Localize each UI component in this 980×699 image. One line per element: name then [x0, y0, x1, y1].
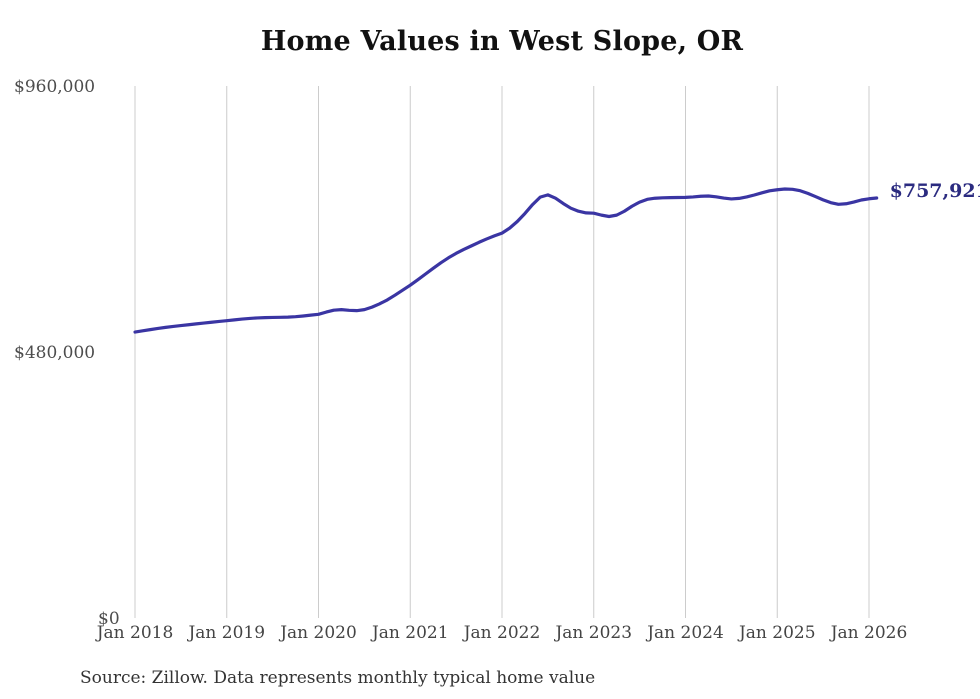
x-axis-tick-label: Jan 2020: [280, 623, 357, 643]
y-axis-tick-label: $0: [98, 609, 120, 629]
x-axis-tick-label: Jan 2018: [96, 623, 174, 643]
source-note: Source: Zillow. Data represents monthly …: [80, 668, 596, 688]
chart-title: Home Values in West Slope, OR: [260, 26, 744, 57]
x-axis-tick-label: Jan 2022: [463, 623, 541, 643]
latest-value-label: $757,921: [889, 179, 980, 202]
y-axis-tick-label: $480,000: [14, 343, 96, 363]
x-axis-tick-label: Jan 2023: [555, 623, 633, 643]
x-axis-tick-label: Jan 2019: [188, 623, 266, 643]
x-axis-tick-label: Jan 2026: [830, 623, 908, 643]
x-axis-tick-label: Jan 2025: [738, 623, 816, 643]
y-axis-tick-label: $960,000: [14, 77, 96, 97]
x-axis-tick-label: Jan 2021: [371, 623, 449, 643]
value-line: [133, 187, 879, 334]
x-axis-tick-label: Jan 2024: [647, 623, 724, 643]
